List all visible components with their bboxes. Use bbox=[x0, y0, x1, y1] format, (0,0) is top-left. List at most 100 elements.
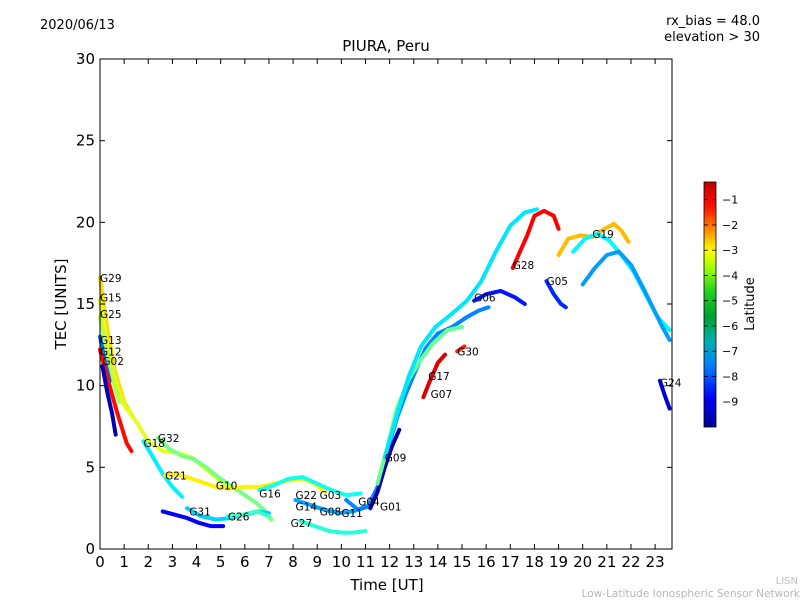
x-tick-label: 21 bbox=[597, 553, 616, 571]
satellite-label-g08: G08 bbox=[320, 506, 342, 518]
satellite-label-g18: G18 bbox=[143, 438, 165, 450]
y-tick-label: 0 bbox=[85, 540, 95, 558]
satellite-label-g14: G14 bbox=[295, 502, 317, 514]
satellite-label-g29: G29 bbox=[100, 273, 122, 285]
colorbar-tick-label: −4 bbox=[722, 269, 738, 282]
y-tick-label: 20 bbox=[76, 213, 95, 231]
series-g03 bbox=[298, 519, 368, 535]
satellite-label-g21: G21 bbox=[165, 471, 187, 483]
satellite-label-g03: G03 bbox=[320, 490, 342, 502]
series-g07 bbox=[421, 352, 448, 400]
x-tick-label: 20 bbox=[573, 553, 592, 571]
satellite-label-g09: G09 bbox=[385, 453, 407, 465]
colorbar: −1 −2 −3 −4 −5 −6 −7 −8 −9 Latitude bbox=[703, 181, 758, 428]
colorbar-tick-label: −2 bbox=[722, 219, 738, 232]
satellite-label-g25: G25 bbox=[100, 309, 122, 321]
axes-layer: 0 1 2 3 4 5 6 7 8 9 10 11 12 13 14 15 16 17 18 19 20 21 22 2305… bbox=[76, 50, 672, 571]
y-tick-label: 5 bbox=[85, 458, 95, 476]
satellite-label-g04: G04 bbox=[358, 497, 380, 509]
colorbar-tick-label: −8 bbox=[722, 370, 738, 383]
satellite-label-g07: G07 bbox=[431, 389, 453, 401]
satellite-label-g28: G28 bbox=[513, 260, 535, 272]
series-g15 bbox=[98, 298, 228, 488]
satellite-label-g15: G15 bbox=[100, 292, 122, 304]
colorbar-tick-label: −7 bbox=[722, 345, 738, 358]
rx-bias-label: rx_bias = 48.0 bbox=[666, 14, 760, 29]
series-g28 bbox=[510, 208, 561, 271]
satellite-label-g06: G06 bbox=[474, 292, 496, 304]
y-axis-label: TEC [UNITS] bbox=[52, 259, 70, 351]
x-tick-label: 15 bbox=[452, 553, 471, 571]
series-layer bbox=[98, 207, 672, 535]
series-g25 bbox=[98, 315, 122, 404]
satellite-label-g31: G31 bbox=[189, 506, 211, 518]
series-g22 bbox=[293, 498, 368, 516]
y-tick-label: 30 bbox=[76, 50, 95, 68]
x-tick-label: 19 bbox=[549, 553, 568, 571]
x-tick-label: 6 bbox=[240, 553, 250, 571]
series-g16 bbox=[257, 475, 363, 498]
satellite-label-g17: G17 bbox=[428, 371, 450, 383]
colorbar-tick-label: −1 bbox=[722, 194, 738, 207]
x-tick-label: 11 bbox=[356, 553, 375, 571]
x-tick-label: 22 bbox=[621, 553, 640, 571]
series-g30 bbox=[455, 344, 467, 354]
y-tick-label: 10 bbox=[76, 377, 95, 395]
elevation-label: elevation > 30 bbox=[664, 30, 760, 45]
chart-title: PIURA, Peru bbox=[342, 37, 430, 55]
satellite-label-g30: G30 bbox=[457, 346, 479, 358]
x-axis-label: Time [UT] bbox=[349, 576, 423, 594]
x-tick-label: 0 bbox=[95, 553, 105, 571]
x-tick-label: 18 bbox=[525, 553, 544, 571]
series-g18 bbox=[141, 439, 185, 499]
colorbar-tick-label: −9 bbox=[722, 396, 738, 409]
footer-long: Low-Latitude Ionospheric Sensor Network bbox=[581, 588, 800, 600]
y-tick-label: 25 bbox=[76, 132, 95, 150]
colorbar-label: Latitude bbox=[743, 277, 758, 331]
satellite-label-g10: G10 bbox=[216, 480, 238, 492]
x-tick-label: 3 bbox=[168, 553, 178, 571]
satellite-label-g16: G16 bbox=[259, 488, 281, 500]
satellite-label-g11: G11 bbox=[341, 508, 363, 520]
x-tick-label: 23 bbox=[646, 553, 665, 571]
footer-short: LISN bbox=[775, 576, 798, 587]
x-tick-label: 8 bbox=[288, 553, 298, 571]
info-box: rx_bias = 48.0 elevation > 30 bbox=[664, 14, 760, 46]
x-tick-label: 12 bbox=[380, 553, 399, 571]
series-g31 bbox=[160, 509, 226, 529]
y-tick-label: 15 bbox=[76, 295, 95, 313]
satellite-label-g22: G22 bbox=[295, 490, 317, 502]
series-g06 bbox=[472, 288, 527, 306]
x-tick-label: 16 bbox=[477, 553, 496, 571]
colorbar-ticks: −1 −2 −3 −4 −5 −6 −7 −8 −9 bbox=[704, 194, 738, 409]
satellite-label-g24: G24 bbox=[660, 377, 682, 389]
x-tick-label: 2 bbox=[143, 553, 153, 571]
colorbar-tick-label: −3 bbox=[722, 244, 738, 257]
x-tick-label: 5 bbox=[216, 553, 226, 571]
x-tick-label: 9 bbox=[312, 553, 322, 571]
satellite-label-g19: G19 bbox=[592, 229, 614, 241]
satellite-label-g02: G02 bbox=[102, 356, 124, 368]
series-g01 bbox=[368, 427, 402, 511]
colorbar-tick-label: −5 bbox=[722, 295, 738, 308]
series-g26 bbox=[225, 509, 271, 519]
series-g02 bbox=[100, 364, 118, 437]
colorbar-gradient bbox=[703, 181, 717, 428]
x-tick-label: 17 bbox=[501, 553, 520, 571]
colorbar-tick-label: −6 bbox=[722, 320, 738, 333]
x-tick-label: 1 bbox=[119, 553, 129, 571]
satellite-label-g01: G01 bbox=[380, 502, 402, 514]
satellite-label-g13: G13 bbox=[100, 335, 122, 347]
satellite-label-g27: G27 bbox=[291, 518, 313, 530]
x-tick-label: 13 bbox=[404, 553, 423, 571]
satellite-label-g12: G12 bbox=[100, 346, 122, 358]
x-tick-label: 4 bbox=[192, 553, 202, 571]
series-g23 bbox=[580, 249, 672, 342]
satellite-label-g32: G32 bbox=[158, 433, 180, 445]
x-tick-label: 7 bbox=[264, 553, 274, 571]
series-g04 bbox=[344, 305, 491, 512]
x-tick-label: 10 bbox=[332, 553, 351, 571]
series-g24 bbox=[657, 378, 672, 411]
